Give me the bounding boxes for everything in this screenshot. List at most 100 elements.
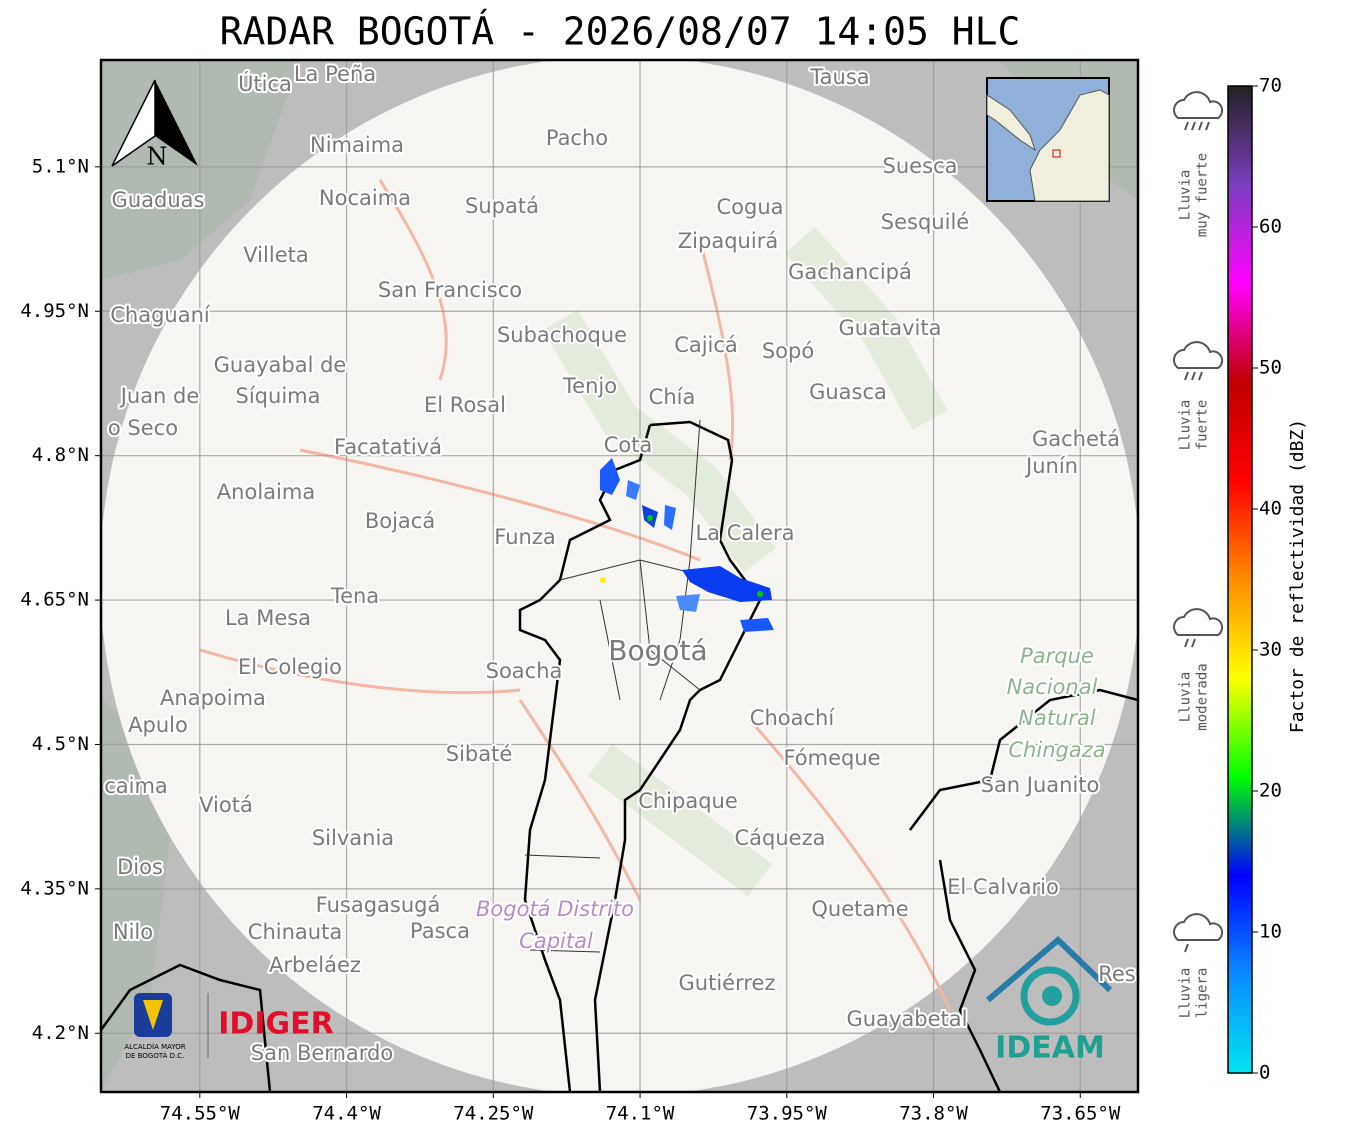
- colorbar-tick-label: 60: [1259, 216, 1282, 238]
- rain-drop: [1184, 943, 1189, 953]
- place-label: Fusagasugá: [316, 893, 441, 917]
- place-label: El Calvario: [947, 875, 1059, 899]
- colorbar-label: Factor de reflectividad (dBZ): [1287, 419, 1308, 733]
- place-label: Chinauta: [248, 920, 342, 944]
- x-tick-label: 73.8°W: [899, 1103, 968, 1125]
- x-tick-label: 74.55°W: [160, 1103, 241, 1125]
- place-label: Res: [1098, 962, 1136, 986]
- map-frame: [99, 58, 1140, 1094]
- place-label: Chaguaní: [110, 303, 211, 327]
- rain-category-label: Lluvia: [1178, 968, 1194, 1019]
- x-tick-label: 73.65°W: [1040, 1103, 1121, 1125]
- place-label: Guayabetal: [847, 1007, 968, 1031]
- place-label: Bojacá: [365, 509, 435, 533]
- y-tick-label: 4.8°N: [32, 444, 89, 466]
- colorbar-tick-label: 10: [1259, 921, 1282, 943]
- inset-land: [986, 94, 1036, 152]
- rain-drop: [1191, 371, 1196, 381]
- place-label: El Rosal: [424, 393, 506, 417]
- y-tick-label: 5.1°N: [32, 155, 89, 177]
- place-label: Fómeque: [783, 746, 880, 770]
- place-label: La Calera: [695, 521, 794, 545]
- place-label: Tena: [330, 584, 379, 608]
- place-label: Supatá: [465, 194, 539, 218]
- colorbar-tick-label: 20: [1259, 780, 1282, 802]
- place-label: El Colegio: [238, 655, 342, 679]
- place-label: Anolaima: [217, 480, 315, 504]
- rain-category: Lluvia muy fuerte: [1173, 91, 1224, 237]
- place-label: Pacho: [546, 126, 608, 150]
- place-label: Chipaque: [638, 789, 738, 813]
- ideam-logo: IDEAM: [986, 935, 1113, 1066]
- cloud-icon: [1173, 608, 1224, 636]
- rain-category: Lluvia ligera: [1173, 913, 1224, 1019]
- place-label: Sibaté: [446, 742, 513, 766]
- rain-category-label: moderada: [1195, 663, 1211, 730]
- place-label: Guayabal de: [214, 353, 347, 377]
- place-label: Tausa: [809, 65, 869, 89]
- place-label: Gachancipá: [788, 260, 912, 284]
- place-label: Capital: [519, 929, 593, 953]
- rain-category: Lluvia fuerte: [1173, 341, 1224, 451]
- place-label: Apulo: [128, 713, 188, 737]
- y-tick-label: 4.95°N: [20, 300, 89, 322]
- place-label: Dios: [117, 855, 163, 879]
- place-label: Parque: [1020, 644, 1094, 668]
- place-label: Junín: [1024, 454, 1078, 478]
- terrain: [101, 60, 1138, 1092]
- rain-category-label: Lluvia: [1178, 400, 1194, 451]
- map: N ALCALDÍA MAYOR DE BOGOTÁ D.C. IDIGER I…: [101, 60, 1138, 1092]
- rain-category-label: fuerte: [1195, 400, 1211, 451]
- rain-category-label: Lluvia: [1178, 170, 1194, 221]
- y-tick-label: 4.5°N: [32, 733, 89, 755]
- place-label: Arbeláez: [269, 953, 361, 977]
- place-label: Chingaza: [1008, 738, 1105, 762]
- logo-text: DE BOGOTÁ D.C.: [126, 1051, 185, 1060]
- north-arrow: N: [111, 79, 198, 171]
- place-label: Facatativá: [334, 435, 442, 459]
- place-label: Cáqueza: [735, 826, 826, 850]
- department-boundary: [101, 688, 1138, 1092]
- vegetation: [542, 226, 948, 896]
- x-tick-label: 73.95°W: [747, 1103, 828, 1125]
- logo-text: ALCALDÍA MAYOR: [124, 1042, 185, 1051]
- place-label: Zipaquirá: [678, 229, 778, 253]
- roads: [199, 179, 952, 1011]
- grid: [101, 60, 1138, 1092]
- cloud-icon: [1173, 341, 1224, 369]
- place-label: Quetame: [811, 897, 908, 921]
- place-label: La Mesa: [225, 606, 311, 630]
- place-label: o Seco: [108, 416, 178, 440]
- alcaldia-logo: ALCALDÍA MAYOR DE BOGOTÁ D.C.: [124, 993, 209, 1060]
- colorbar-tick-label: 30: [1259, 639, 1282, 661]
- rain-drop: [1184, 638, 1189, 648]
- rain-category-label: muy fuerte: [1195, 153, 1211, 237]
- rain-drop: [1191, 121, 1196, 131]
- x-tick-label: 74.25°W: [453, 1103, 534, 1125]
- place-label: San Francisco: [378, 278, 522, 302]
- radar-echoes: [600, 458, 774, 661]
- place-label: Guatavita: [839, 316, 942, 340]
- places: Útica La Peña Tausa Pacho Nimaima Guaduas Noca…: [102, 60, 1138, 1067]
- place-label: Nilo: [113, 920, 153, 944]
- place-label: Nocaima: [319, 186, 411, 210]
- place-label: Sopó: [762, 339, 814, 363]
- place-label: Gachetá: [1032, 427, 1120, 451]
- place-label: Nacional: [1007, 675, 1098, 699]
- inset-land: [1029, 89, 1110, 202]
- north-label: N: [147, 143, 168, 171]
- colorbar-tick-label: 40: [1259, 498, 1282, 520]
- idiger-logo: IDIGER: [218, 1007, 333, 1042]
- place-label: caima: [104, 774, 168, 798]
- place-label: Chía: [649, 385, 696, 409]
- rain-drop: [1184, 121, 1189, 131]
- place-label: Útica: [238, 71, 292, 96]
- place-label: San Bernardo: [251, 1041, 393, 1065]
- ideam-text: IDEAM: [995, 1031, 1105, 1066]
- rain-drop: [1198, 121, 1203, 131]
- place-label: Síquima: [236, 384, 321, 408]
- colorbar-tick-label: 0: [1259, 1062, 1270, 1084]
- place-label: Subachoque: [497, 323, 627, 347]
- place-label: Guasca: [809, 380, 887, 404]
